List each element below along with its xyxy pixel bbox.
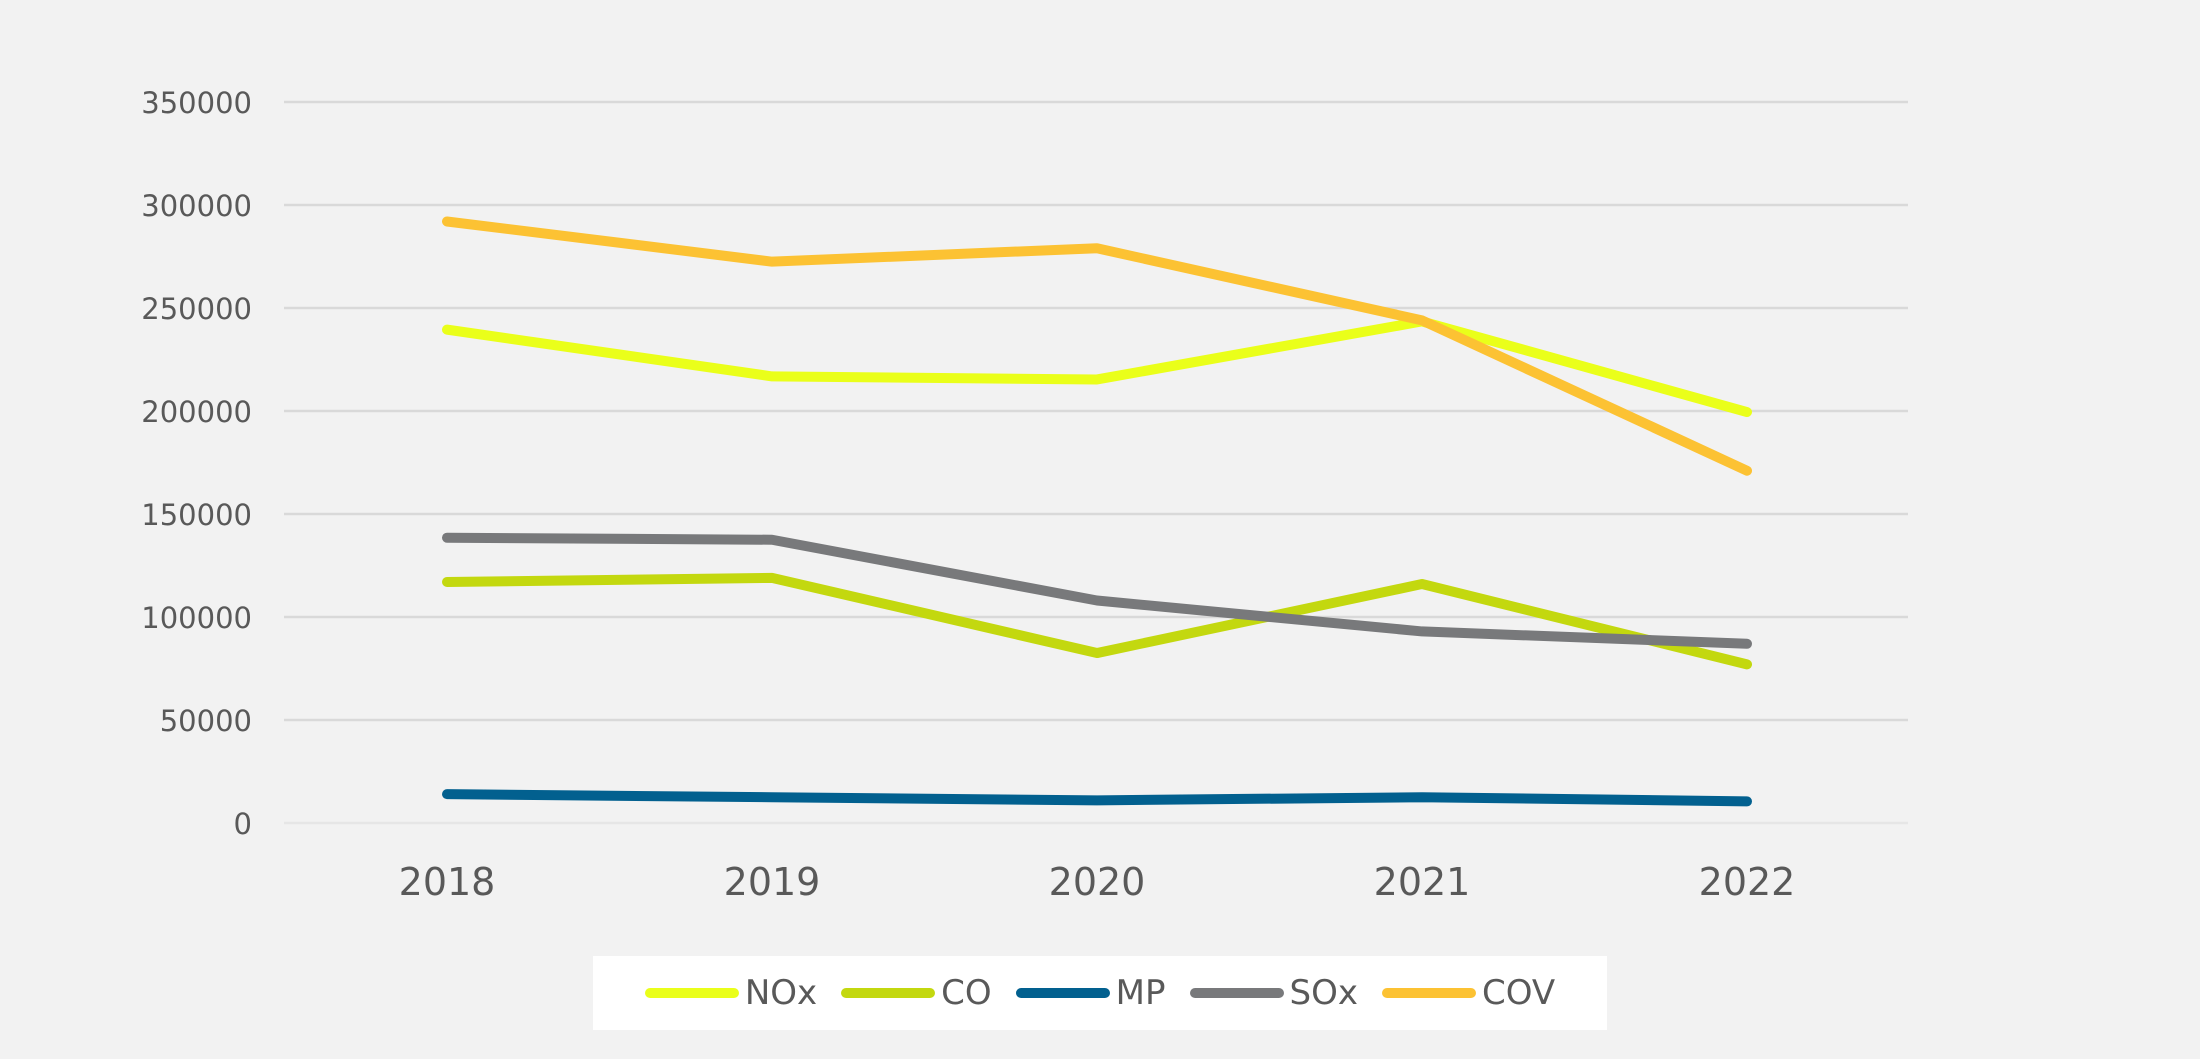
y-tick-label: 100000 — [141, 601, 252, 635]
series-line-co[interactable] — [442, 572, 1752, 670]
legend-swatch — [1015, 988, 1110, 998]
legend-swatch — [841, 988, 936, 998]
series-line-cov[interactable] — [442, 216, 1752, 476]
y-tick-label: 250000 — [141, 292, 252, 326]
x-tick-label: 2018 — [399, 860, 496, 904]
series-line-sox[interactable] — [442, 532, 1752, 649]
y-tick-label: 300000 — [141, 189, 252, 223]
y-tick-label: 0 — [234, 807, 252, 841]
y-tick-label: 200000 — [141, 395, 252, 429]
legend-item-sox[interactable]: SOx — [1189, 973, 1358, 1013]
x-tick-label: 2021 — [1374, 860, 1471, 904]
y-axis-ticks: 0 50000 100000 150000 200000 250000 300000 3500… — [141, 86, 252, 841]
legend-label: COV — [1481, 973, 1556, 1013]
gridlines — [284, 100, 1908, 825]
legend-label: SOx — [1289, 973, 1358, 1013]
x-axis-ticks: 2018 2019 2020 2021 2022 — [399, 860, 1796, 904]
y-tick-label: 50000 — [160, 704, 252, 738]
series-lines — [442, 216, 1752, 807]
series-line-mp[interactable] — [442, 789, 1752, 807]
legend-label: CO — [941, 973, 992, 1013]
legend-item-nox[interactable]: NOx — [644, 973, 818, 1013]
legend-swatch — [1189, 988, 1284, 998]
legend-item-co[interactable]: CO — [841, 973, 992, 1013]
x-tick-label: 2019 — [724, 860, 821, 904]
legend-label: MP — [1115, 973, 1166, 1013]
series-line-nox[interactable] — [442, 316, 1752, 418]
legend-swatch — [1381, 988, 1476, 998]
legend: NOx CO MP SOx COV — [593, 956, 1607, 1030]
legend-swatch — [644, 988, 739, 998]
x-tick-label: 2022 — [1699, 860, 1796, 904]
legend-item-cov[interactable]: COV — [1381, 973, 1556, 1013]
y-tick-label: 350000 — [141, 86, 252, 120]
legend-item-mp[interactable]: MP — [1015, 973, 1166, 1013]
x-tick-label: 2020 — [1049, 860, 1146, 904]
legend-label: NOx — [744, 973, 818, 1013]
y-tick-label: 150000 — [141, 498, 252, 532]
